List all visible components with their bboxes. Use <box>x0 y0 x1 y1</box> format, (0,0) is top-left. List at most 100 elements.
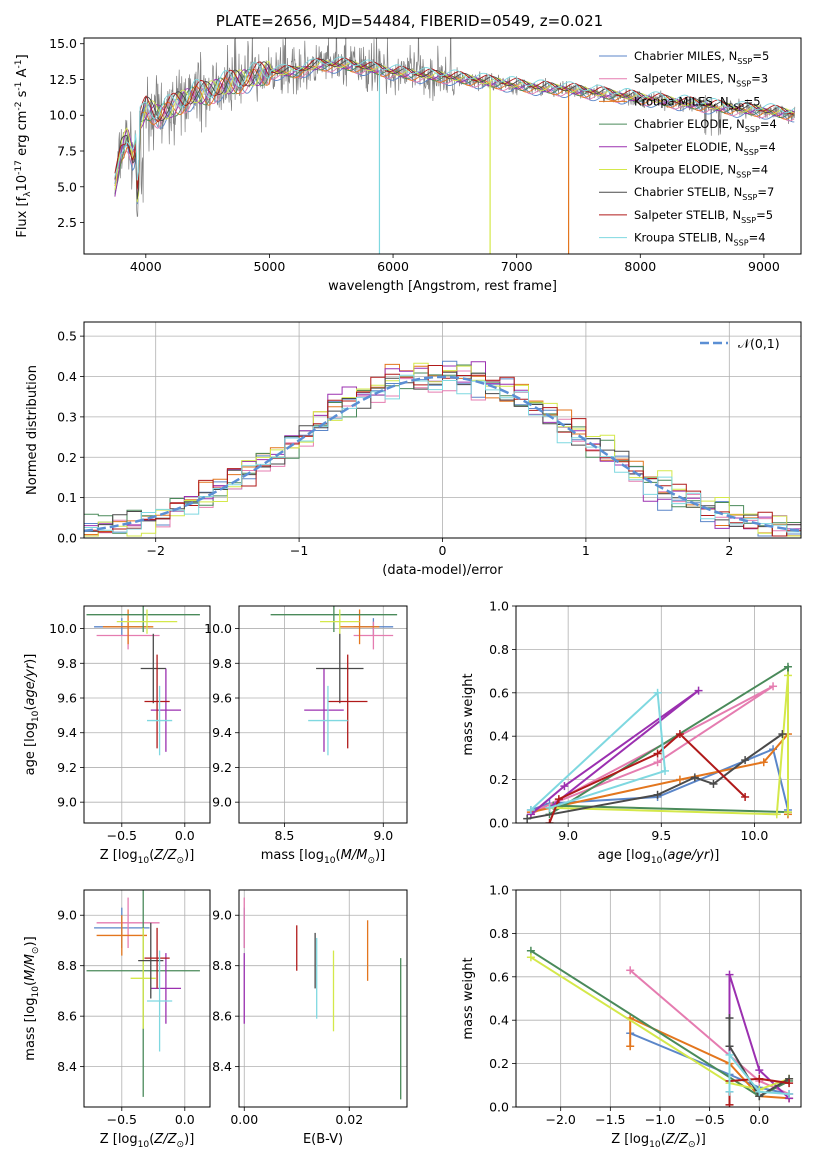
x-tick-label: 8.5 <box>275 828 295 843</box>
y-tick-label: 0.0 <box>489 1100 509 1115</box>
weight-line <box>530 689 700 816</box>
weight-marker <box>626 1042 635 1051</box>
plot-area <box>239 890 407 1107</box>
x-tick-label: 5000 <box>254 259 286 274</box>
x-tick-label: 9.0 <box>558 828 578 843</box>
weight-marker <box>755 1074 764 1083</box>
y-tick-label: 1.0 <box>489 599 509 614</box>
x-tick-label: 7000 <box>501 259 533 274</box>
y-axis-label: mass weight <box>461 673 476 755</box>
chart-age-vs-z: −0.5 0.0 9.0 9.2 9.4 9.6 9.8 10.0 Z [log10(Z/Z⊙)… <box>23 605 211 866</box>
error-bar-point <box>270 606 398 633</box>
error-bar-point <box>144 927 170 989</box>
weight-marker <box>653 758 662 767</box>
weight-marker <box>653 790 662 799</box>
y-tick-label: 9.4 <box>57 725 77 740</box>
legend: Chabrier MILES, NSSP=5 Salpeter MILES, NS… <box>599 49 777 248</box>
legend-label: Salpeter MILES, NSSP=3 <box>634 72 768 89</box>
axes-frame <box>238 889 408 1108</box>
weight-marker <box>783 808 792 817</box>
x-tick-label: 1 <box>582 543 590 558</box>
histogram-step <box>84 370 801 537</box>
x-axis-label: Z [log10(Z/Z⊙)] <box>100 1132 195 1150</box>
weight-line <box>728 1052 790 1095</box>
x-tick-label: 9.0 <box>373 828 393 843</box>
y-tick-label: 8.4 <box>57 1059 77 1074</box>
weight-marker <box>653 749 662 758</box>
model-spectrum <box>114 61 795 197</box>
weight-marker <box>778 730 787 739</box>
x-axis-label: wavelength [Angstrom, rest frame] <box>328 279 557 294</box>
error-bar-point <box>86 606 200 633</box>
y-tick-label: 0.0 <box>489 816 509 831</box>
error-bar-point <box>96 915 147 956</box>
axes-frame <box>238 605 408 824</box>
legend-label: Chabrier ELODIE, NSSP=4 <box>634 117 777 134</box>
x-axis-label: E(B-V) <box>303 1132 343 1147</box>
weight-marker <box>725 1100 734 1107</box>
y-tick-label: 8.8 <box>57 958 77 973</box>
error-bar-point <box>304 668 344 752</box>
weight-marker <box>675 730 684 739</box>
weight-marker <box>725 1050 734 1059</box>
model-spectrum <box>114 65 795 205</box>
chart-spectrum: 4000 5000 6000 7000 8000 9000 2.5 5.0 7.5 10.0 12.… <box>14 36 802 294</box>
error-bar-point <box>144 654 170 749</box>
error-bar-point <box>327 654 368 749</box>
plot-area <box>84 890 210 1107</box>
y-tick-label: 9.8 <box>57 656 77 671</box>
axes-frame <box>83 889 211 1108</box>
plot-area <box>239 606 407 823</box>
y-axis-label: Normed distribution <box>25 365 40 495</box>
weight-marker <box>694 686 703 695</box>
y-tick-label: 9.8 <box>212 656 232 671</box>
y-tick-label: 0.2 <box>489 772 509 787</box>
weight-marker <box>741 792 750 801</box>
weight-line <box>549 675 789 816</box>
error-bar-point <box>316 633 364 704</box>
error-bar-point <box>320 609 360 634</box>
plot-area <box>516 606 801 823</box>
model-spectrum <box>114 58 795 200</box>
x-axis-label: (data-model)/error <box>382 563 503 578</box>
figure-title: PLATE=2656, MJD=54484, FIBERID=0549, z=0… <box>215 12 604 30</box>
y-tick-label: 5.0 <box>57 179 77 194</box>
y-tick-label: 0.2 <box>57 450 77 465</box>
axes-frame <box>83 37 802 255</box>
x-tick-label: 0 <box>439 543 447 558</box>
plot-area <box>114 38 796 254</box>
y-tick-label: 9.2 <box>57 760 77 775</box>
x-tick-label: −2 <box>146 543 164 558</box>
axes-frame <box>515 605 802 824</box>
histogram-step <box>84 365 801 537</box>
x-tick-label: −1 <box>290 543 308 558</box>
axes-frame <box>83 321 802 539</box>
x-tick-label: −0.5 <box>107 828 137 843</box>
weight-marker <box>545 819 554 823</box>
y-axis-label: Flux [fλ10-17 erg cm-2 s-1 A-1] <box>14 54 33 237</box>
legend-label: Salpeter STELIB, NSSP=5 <box>634 208 773 225</box>
error-bar-point <box>96 897 160 949</box>
weight-marker <box>554 795 563 804</box>
y-axis-label: mass weight <box>461 957 476 1039</box>
y-tick-label: 9.0 <box>57 908 77 923</box>
error-bar-point <box>147 685 173 756</box>
x-tick-label: 8000 <box>624 259 656 274</box>
x-tick-label: 2 <box>725 543 733 558</box>
weight-marker <box>545 803 554 812</box>
weight-line <box>530 690 667 811</box>
weight-marker <box>725 1014 734 1023</box>
axes-frame <box>515 889 802 1108</box>
x-tick-label: −0.5 <box>107 1112 137 1127</box>
weight-marker <box>725 970 734 979</box>
y-tick-label: 0.8 <box>489 642 509 657</box>
y-tick-label: 0.3 <box>57 409 77 424</box>
weight-marker <box>526 953 535 962</box>
y-tick-label: 10.0 <box>204 621 232 636</box>
y-tick-label: 9.0 <box>212 908 232 923</box>
weight-marker <box>560 782 569 791</box>
y-tick-label: 12.5 <box>49 72 77 87</box>
weight-line <box>527 733 783 820</box>
legend-label: Kroupa STELIB, NSSP=4 <box>634 231 766 248</box>
x-tick-label: 0.00 <box>230 1112 258 1127</box>
